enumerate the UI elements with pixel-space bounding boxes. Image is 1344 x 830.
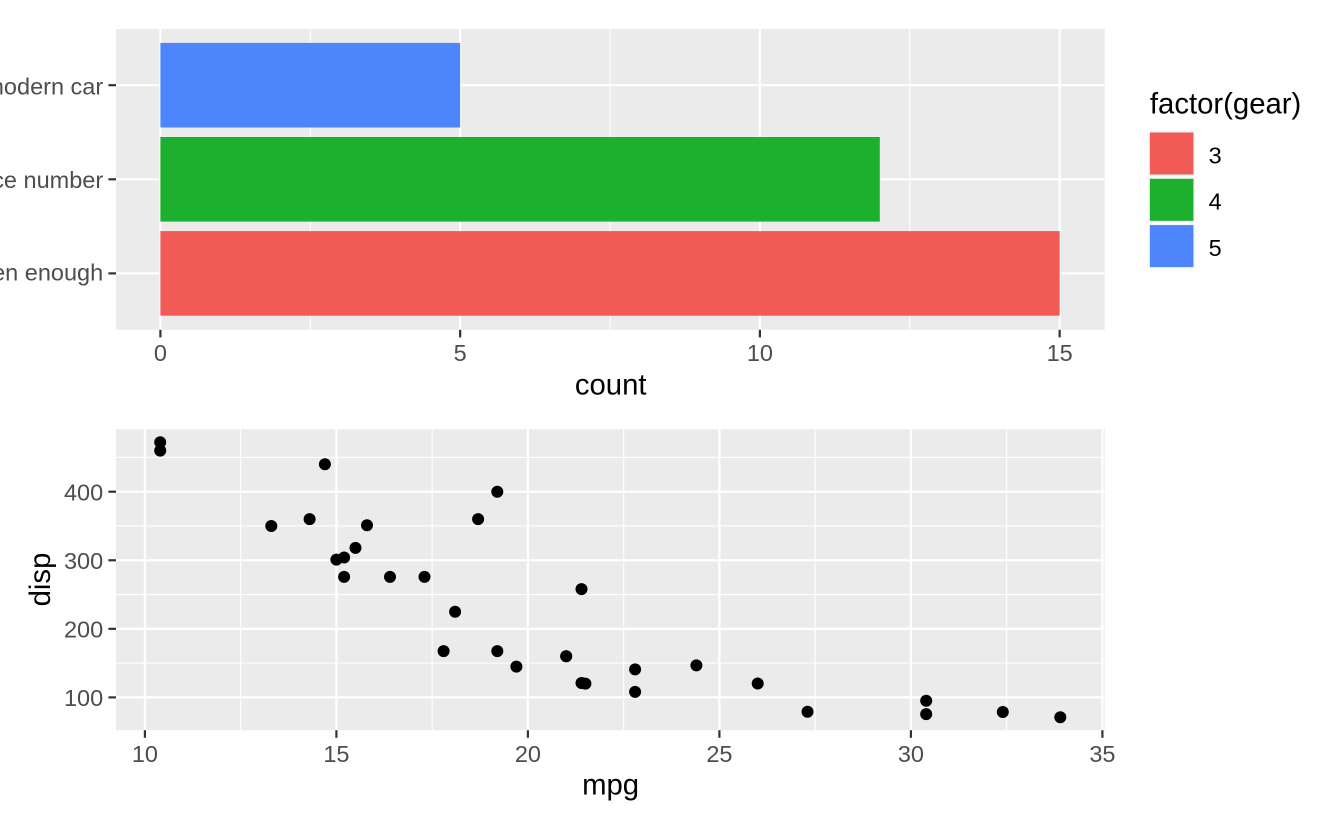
svg-text:300: 300 [64, 548, 103, 574]
svg-text:35: 35 [1089, 741, 1115, 767]
svg-text:5: 5 [1209, 235, 1222, 261]
svg-text:factor(gear): factor(gear) [1150, 87, 1301, 120]
svg-text:often enough: often enough [0, 260, 103, 286]
svg-text:10: 10 [747, 340, 773, 366]
svg-text:400: 400 [64, 480, 103, 506]
svg-text:100: 100 [64, 685, 103, 711]
svg-text:disp: disp [24, 553, 57, 607]
svg-text:3: 3 [1209, 142, 1222, 168]
svg-text:0: 0 [154, 340, 167, 366]
svg-text:preference number: preference number [0, 167, 103, 193]
svg-text:10: 10 [132, 741, 158, 767]
svg-text:mpg: mpg [582, 769, 639, 802]
svg-text:200: 200 [64, 617, 103, 643]
svg-text:15: 15 [323, 741, 349, 767]
svg-text:15: 15 [1047, 340, 1073, 366]
svg-text:4: 4 [1209, 189, 1222, 215]
svg-text:count: count [575, 368, 647, 401]
svg-text:a modern car: a modern car [0, 73, 103, 99]
svg-text:30: 30 [898, 741, 924, 767]
svg-text:25: 25 [706, 741, 732, 767]
svg-text:20: 20 [515, 741, 541, 767]
svg-text:5: 5 [454, 340, 467, 366]
